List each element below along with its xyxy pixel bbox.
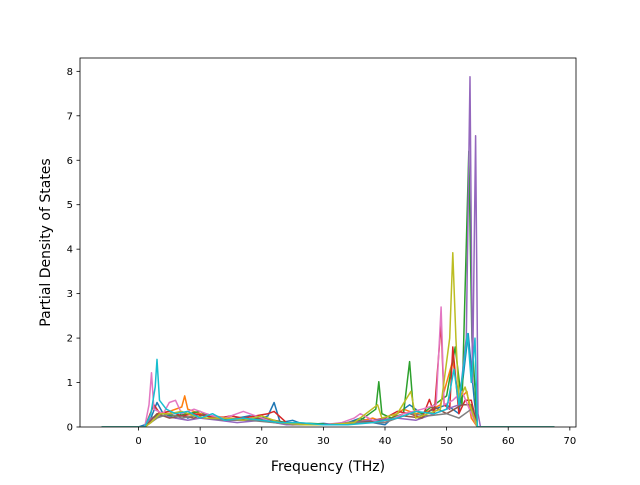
series-line-10 (101, 332, 555, 427)
series-line-3 (101, 150, 555, 427)
y-tick-label: 2 (67, 334, 73, 345)
series-line-5 (101, 75, 555, 427)
x-axis: 0 10 20 30 40 50 60 70 (135, 427, 576, 447)
y-tick-label: 7 (67, 111, 73, 122)
x-tick-label: 20 (255, 436, 268, 447)
x-axis-label: Frequency (THz) (271, 459, 385, 475)
x-tick-label: 40 (379, 436, 392, 447)
x-tick-label: 60 (502, 436, 515, 447)
y-tick-label: 8 (67, 67, 73, 78)
y-tick-label: 5 (67, 200, 73, 211)
x-tick-label: 50 (440, 436, 453, 447)
y-axis-label: Partial Density of States (38, 158, 54, 326)
x-tick-label: 30 (317, 436, 330, 447)
series-layer (101, 75, 555, 427)
x-tick-label: 0 (135, 436, 141, 447)
series-line-7 (101, 306, 555, 427)
plot-frame (79, 57, 577, 428)
x-tick-label: 10 (194, 436, 207, 447)
y-tick-label: 1 (67, 378, 73, 389)
y-tick-label: 6 (67, 156, 73, 167)
y-tick-label: 4 (67, 245, 73, 256)
x-tick-label: 70 (563, 436, 576, 447)
series-line-9 (101, 251, 555, 427)
y-tick-label: 3 (67, 289, 73, 300)
y-tick-label: 0 (67, 423, 73, 434)
y-axis: 0 1 2 3 4 5 6 7 8 (67, 67, 80, 434)
